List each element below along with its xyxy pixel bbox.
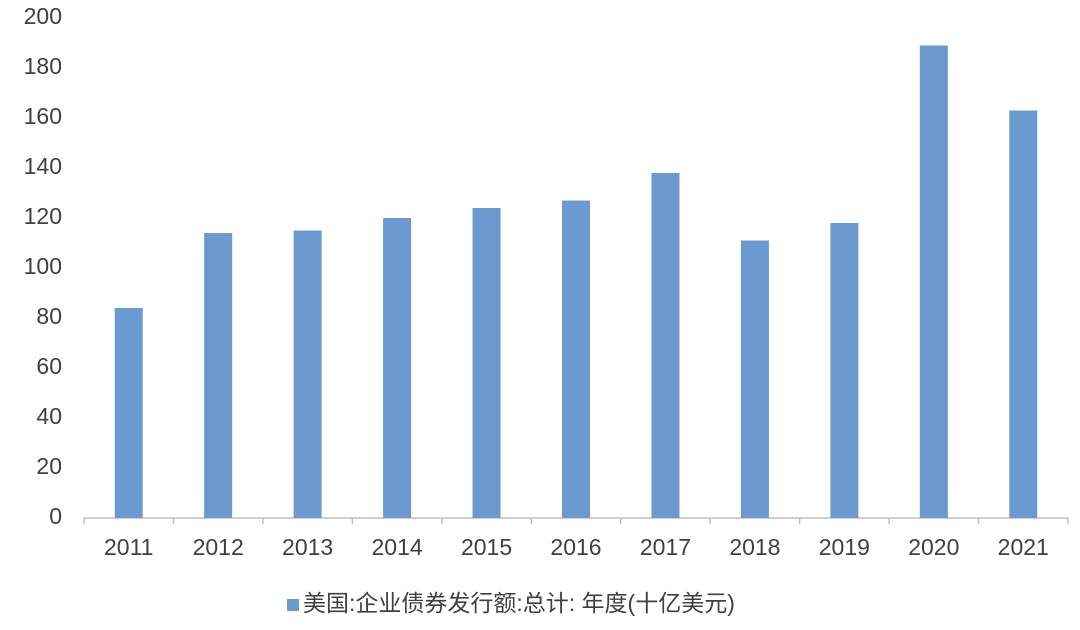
y-tick-label: 40 [36, 403, 62, 429]
x-tick-label: 2012 [193, 534, 244, 560]
legend-swatch [287, 599, 299, 611]
bar [830, 223, 859, 518]
bar [919, 45, 948, 518]
y-tick-label: 160 [24, 103, 62, 129]
x-tick-label: 2011 [104, 534, 153, 560]
bar [383, 218, 412, 518]
y-tick-label: 100 [24, 253, 62, 279]
legend-label: 美国:企业债券发行额:总计: 年度(十亿美元) [303, 590, 735, 616]
x-tick-label: 2021 [998, 534, 1049, 560]
bar [293, 230, 322, 518]
x-tick-label: 2020 [908, 534, 959, 560]
y-tick-label: 20 [36, 453, 62, 479]
y-tick-label: 140 [24, 153, 62, 179]
y-tick-label: 80 [36, 303, 62, 329]
bar [562, 200, 590, 518]
y-tick-label: 120 [24, 203, 62, 229]
bar [114, 308, 143, 518]
y-tick-label: 200 [24, 3, 62, 29]
bar [472, 208, 501, 518]
x-tick-label: 2019 [819, 534, 870, 560]
x-tick-label: 2015 [461, 534, 512, 560]
y-tick-label: 180 [24, 53, 62, 79]
x-tick-label: 2013 [282, 534, 333, 560]
y-tick-label: 0 [49, 503, 62, 529]
x-tick-label: 2018 [729, 534, 780, 560]
bar [740, 240, 769, 518]
x-tick-label: 2017 [640, 534, 691, 560]
y-tick-label: 60 [36, 353, 62, 379]
x-tick-label: 2014 [372, 534, 423, 560]
bar [651, 173, 680, 518]
x-tick-label: 2016 [550, 534, 601, 560]
bar [204, 233, 233, 518]
bar [1009, 110, 1038, 518]
